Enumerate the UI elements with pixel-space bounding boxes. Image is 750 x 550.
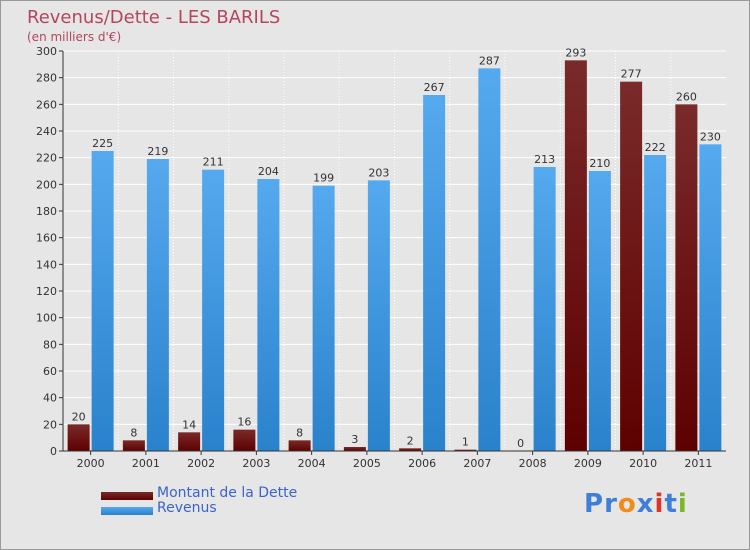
bar-revenue-2001 [146, 159, 169, 451]
bar-revenue-2009 [588, 171, 611, 451]
y-tick-label: 260 [36, 98, 57, 111]
bar-revenue-value-label: 287 [479, 54, 500, 67]
x-tick-label: 2009 [574, 457, 602, 470]
bar-revenue-2002 [202, 169, 225, 451]
y-tick-label: 60 [43, 365, 57, 378]
bar-debt-value-label: 14 [182, 418, 196, 431]
x-tick-label: 2006 [408, 457, 436, 470]
logo-letter: P [584, 489, 605, 519]
legend-swatch-revenue [101, 507, 153, 515]
bar-revenue-2000 [91, 151, 114, 451]
bar-debt-2002 [178, 432, 201, 451]
bar-debt-2010 [620, 81, 643, 452]
y-tick-label: 20 [43, 418, 57, 431]
x-tick-label: 2010 [629, 457, 657, 470]
chart-subtitle: (en milliers d'€) [27, 30, 122, 44]
bar-revenue-value-label: 230 [700, 130, 721, 143]
bar-debt-value-label: 293 [565, 46, 586, 59]
bar-revenue-2004 [312, 185, 335, 451]
x-tick-label: 2011 [684, 457, 712, 470]
bar-debt-value-label: 8 [296, 426, 303, 439]
proxiti-logo: Proxiti [584, 489, 688, 519]
bar-debt-2001 [122, 440, 145, 451]
bar-revenue-value-label: 199 [313, 172, 334, 185]
bar-debt-2006 [399, 448, 422, 451]
bar-revenue-value-label: 219 [147, 145, 168, 158]
y-tick-label: 100 [36, 312, 57, 325]
y-tick-label: 240 [36, 125, 57, 138]
x-tick-label: 2002 [187, 457, 215, 470]
y-tick-label: 140 [36, 258, 57, 271]
x-tick-label: 2003 [242, 457, 270, 470]
y-tick-label: 40 [43, 392, 57, 405]
bar-debt-value-label: 1 [462, 436, 469, 449]
x-tick-label: 2004 [298, 457, 326, 470]
bar-revenue-value-label: 204 [258, 165, 279, 178]
bar-debt-2000 [67, 424, 90, 451]
legend-swatch-debt [101, 492, 153, 500]
y-tick-label: 80 [43, 338, 57, 351]
bar-revenue-2008 [533, 167, 556, 451]
y-tick-label: 180 [36, 205, 57, 218]
bar-revenue-value-label: 210 [589, 157, 610, 170]
bar-revenue-2005 [367, 180, 390, 452]
y-tick-label: 120 [36, 285, 57, 298]
logo-letter: i [677, 489, 688, 519]
bar-revenue-2007 [478, 68, 501, 451]
x-tick-label: 2005 [353, 457, 381, 470]
y-tick-label: 200 [36, 178, 57, 191]
bar-revenue-value-label: 213 [534, 153, 555, 166]
legend-label-debt: Montant de la Dette [157, 485, 298, 501]
bar-debt-2003 [233, 429, 256, 451]
bar-revenue-2003 [257, 179, 280, 451]
bar-debt-2011 [675, 104, 698, 451]
x-tick-label: 2001 [132, 457, 160, 470]
bar-debt-value-label: 260 [676, 90, 697, 103]
x-tick-label: 2008 [519, 457, 547, 470]
y-tick-label: 300 [36, 45, 57, 58]
x-tick-label: 2000 [77, 457, 105, 470]
bar-debt-value-label: 20 [72, 410, 86, 423]
bar-debt-2009 [564, 60, 587, 451]
bar-revenue-value-label: 225 [92, 137, 113, 150]
bar-revenue-value-label: 211 [203, 156, 224, 169]
bar-revenue-2006 [423, 95, 446, 451]
bar-debt-value-label: 3 [351, 433, 358, 446]
bar-revenue-2011 [699, 144, 722, 452]
bar-revenue-value-label: 222 [645, 141, 666, 154]
bar-debt-value-label: 2 [407, 434, 414, 447]
bar-debt-value-label: 277 [621, 68, 642, 81]
y-tick-label: 280 [36, 72, 57, 85]
y-tick-label: 160 [36, 232, 57, 245]
x-tick-label: 2007 [463, 457, 491, 470]
y-tick-label: 0 [50, 445, 57, 458]
bar-debt-2007 [454, 449, 477, 451]
bar-debt-value-label: 16 [237, 416, 251, 429]
y-tick-label: 220 [36, 152, 57, 165]
logo-letter: x [636, 489, 655, 519]
bar-debt-2005 [343, 447, 366, 451]
chart-title: Revenus/Dette - LES BARILS [27, 7, 281, 28]
bar-debt-value-label: 8 [130, 426, 137, 439]
logo-letter: i [654, 489, 665, 519]
bar-revenue-value-label: 267 [424, 81, 445, 94]
logo-letter: o [617, 489, 637, 519]
bar-debt-2004 [288, 440, 311, 451]
bar-revenue-2010 [644, 155, 667, 451]
bar-revenue-value-label: 203 [368, 166, 389, 179]
logo-letter: r [604, 489, 618, 519]
legend-label-revenue: Revenus [157, 500, 217, 516]
bar-debt-value-label: 0 [517, 437, 524, 450]
logo-letter: t [664, 489, 678, 519]
